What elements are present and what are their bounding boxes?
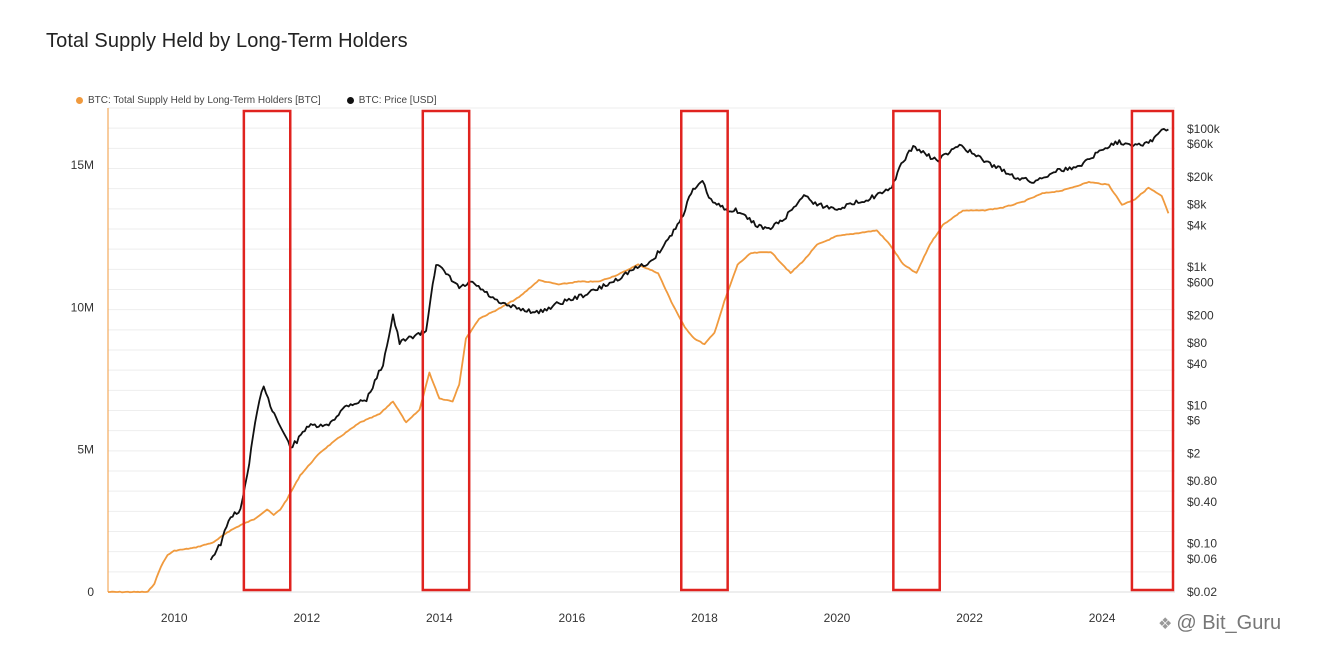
legend-item-lth[interactable]: BTC: Total Supply Held by Long-Term Hold…	[76, 95, 321, 106]
x-tick-label: 2010	[161, 611, 188, 625]
y-right-tick-label: $60k	[1187, 137, 1214, 151]
y-left-tick-label: 15M	[71, 158, 94, 172]
legend-label-lth: BTC: Total Supply Held by Long-Term Hold…	[88, 95, 321, 106]
grid	[107, 107, 1175, 593]
y-left-tick-label: 5M	[77, 443, 94, 457]
y-right-tick-label: $10	[1187, 398, 1207, 412]
highlight-window	[1130, 109, 1175, 592]
x-tick-label: 2012	[293, 611, 320, 625]
highlight-window	[421, 109, 471, 592]
legend: BTC: Total Supply Held by Long-Term Hold…	[76, 95, 462, 106]
y-right-tick-label: $100k	[1187, 122, 1221, 136]
x-tick-label: 2022	[956, 611, 983, 625]
y-left-tick-label: 10M	[71, 300, 94, 314]
y-right-tick-label: $1k	[1187, 260, 1207, 274]
x-tick-label: 2016	[559, 611, 586, 625]
series-line-lth	[108, 181, 1170, 594]
y-right-tick-label: $0.40	[1187, 495, 1217, 509]
y-right-tick-label: $600	[1187, 275, 1214, 289]
y-right-tick-label: $40	[1187, 357, 1207, 371]
x-tick-label: 2020	[824, 611, 851, 625]
y-right-tick-label: $0.80	[1187, 474, 1217, 488]
y-right-tick-label: $0.06	[1187, 552, 1217, 566]
highlight-windows	[242, 109, 1175, 592]
series-group	[108, 128, 1170, 594]
y-right-tick-label: $4k	[1187, 218, 1207, 232]
legend-label-price: BTC: Price [USD]	[358, 95, 437, 106]
y-left-tick-label: 0	[87, 585, 94, 599]
highlight-window	[242, 109, 292, 592]
legend-dot-price	[346, 97, 354, 104]
x-axis: 2010 2012 2014 2016 2018 2020 2022 2024	[161, 611, 1116, 625]
y-axis-left: 0 5M 10M 15M	[71, 158, 95, 599]
y-right-tick-label: $80	[1187, 336, 1207, 350]
chart-title: Total Supply Held by Long-Term Holders	[46, 30, 408, 52]
x-tick-label: 2014	[426, 611, 453, 625]
x-tick-label: 2024	[1089, 611, 1116, 625]
y-right-tick-label: $0.02	[1187, 585, 1217, 599]
highlight-window	[680, 109, 729, 592]
legend-dot-lth	[76, 97, 83, 104]
y-right-tick-label: $2	[1187, 447, 1201, 461]
highlight-window	[892, 109, 941, 592]
watermark-logo-icon: ❖	[1158, 615, 1173, 633]
watermark-text: @ Bit_Guru	[1176, 612, 1282, 634]
x-tick-label: 2018	[691, 611, 718, 625]
y-right-tick-label: $0.10	[1187, 537, 1217, 551]
y-right-tick-label: $20k	[1187, 170, 1214, 184]
legend-item-price[interactable]: BTC: Price [USD]	[346, 95, 437, 106]
y-axis-right: $0.02 $0.06$0.10 $0.40 $0.80 $2 $6 $10 $40 $80 $2…	[1187, 122, 1221, 599]
y-right-tick-label: $200	[1187, 308, 1214, 322]
series-line-price	[209, 128, 1169, 561]
y-right-tick-label: $8k	[1187, 198, 1207, 212]
watermark: ❖ @ Bit_Guru	[1158, 612, 1281, 635]
y-right-tick-label: $6	[1187, 414, 1201, 428]
